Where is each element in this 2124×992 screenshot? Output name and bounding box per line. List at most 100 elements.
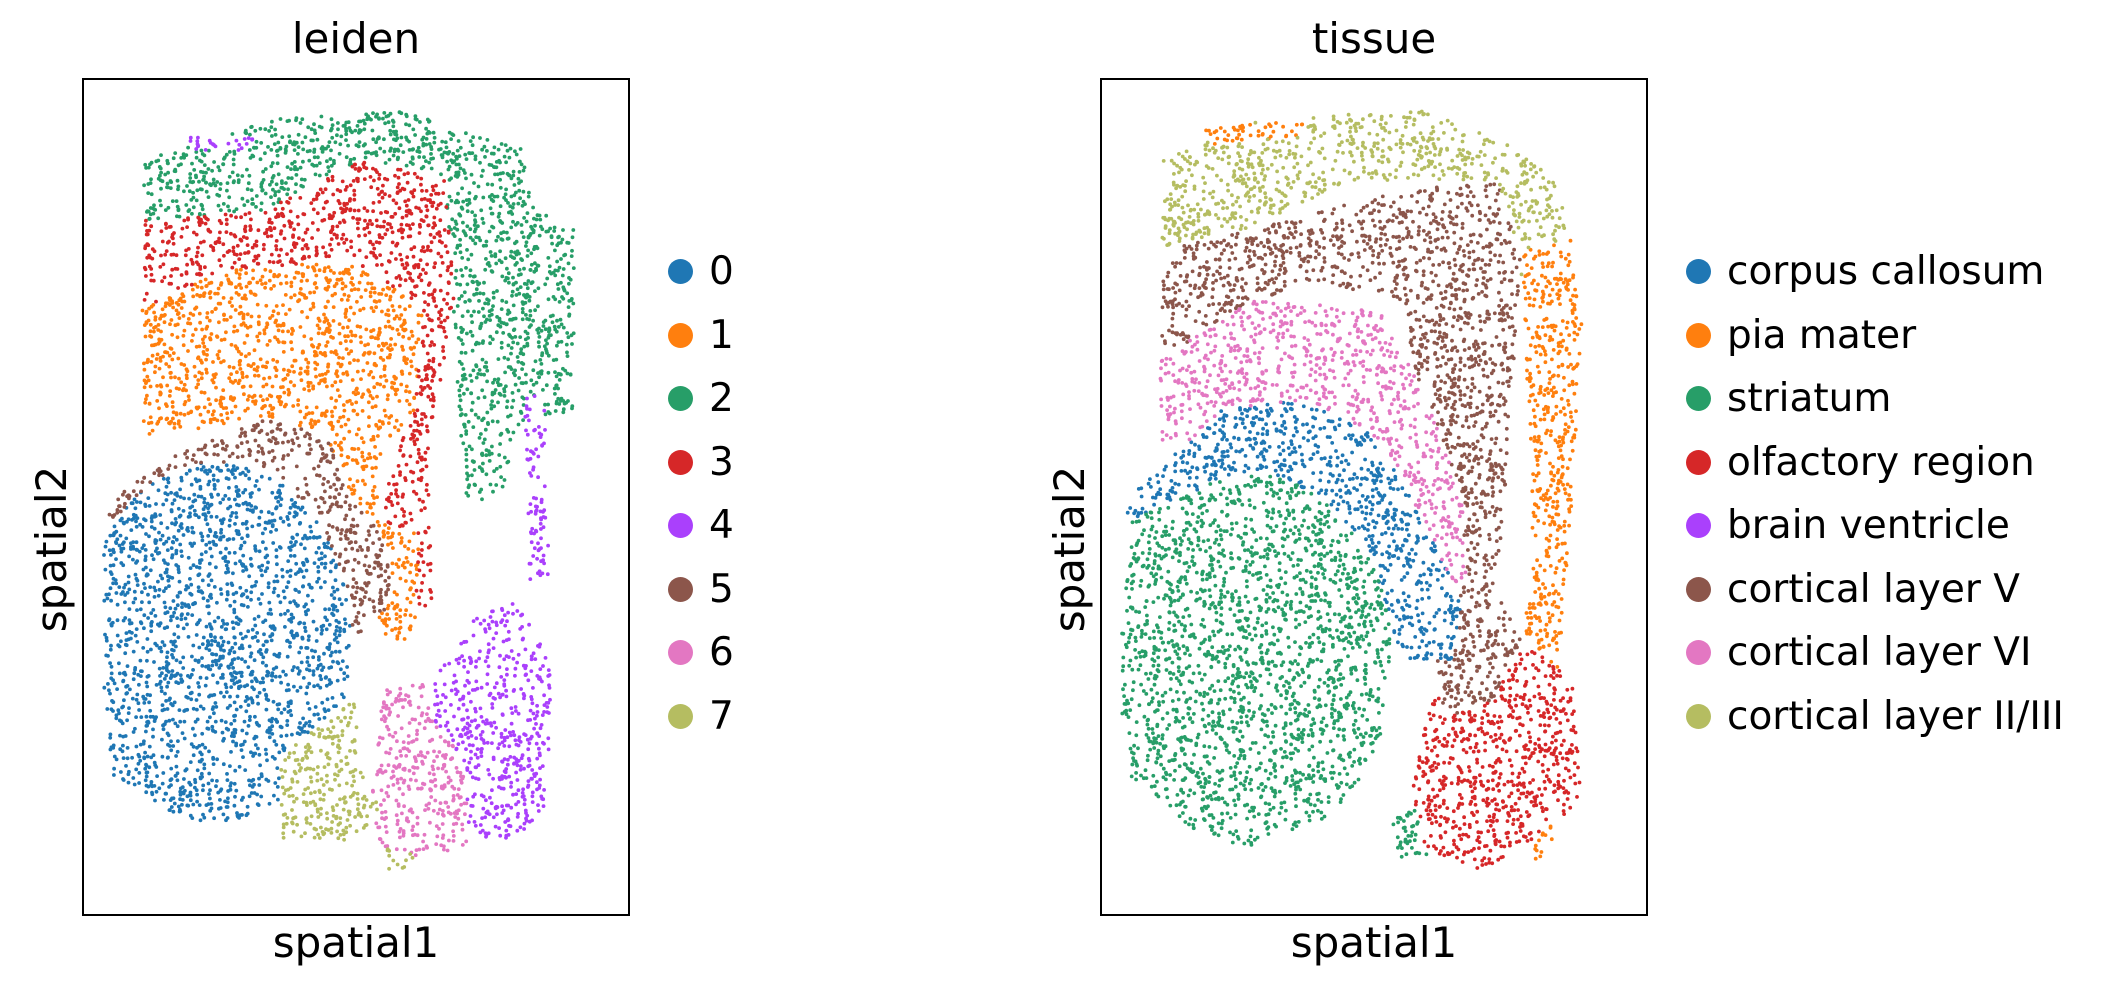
data-point	[331, 659, 335, 664]
data-point	[124, 631, 129, 635]
data-point	[323, 187, 328, 192]
data-point	[478, 136, 482, 140]
data-point	[502, 455, 507, 460]
data-point	[272, 586, 277, 591]
data-point	[255, 722, 260, 727]
data-point	[237, 686, 241, 691]
data-point	[334, 281, 339, 286]
data-point	[470, 143, 475, 148]
data-point	[326, 326, 330, 331]
data-point	[237, 292, 241, 297]
data-point	[519, 350, 523, 355]
data-point	[465, 202, 470, 207]
data-point	[334, 635, 339, 640]
data-point	[389, 492, 394, 496]
data-point	[225, 250, 230, 255]
data-point	[524, 219, 529, 224]
data-point	[233, 768, 238, 773]
data-point	[249, 791, 254, 795]
data-point	[221, 202, 226, 206]
data-point	[564, 342, 569, 347]
data-point	[191, 668, 195, 672]
data-point	[148, 568, 153, 573]
data-point	[223, 720, 228, 724]
data-point	[149, 525, 154, 529]
data-point	[283, 151, 288, 155]
data-point	[241, 490, 246, 495]
data-point	[220, 672, 225, 677]
data-point	[365, 361, 370, 365]
data-point	[234, 207, 239, 211]
data-point	[225, 706, 230, 710]
data-point	[274, 554, 279, 559]
data-point	[540, 227, 545, 232]
data-point	[532, 216, 536, 221]
data-point	[145, 720, 149, 724]
data-point	[335, 660, 340, 665]
data-point	[409, 586, 413, 590]
data-point	[401, 150, 406, 154]
data-point	[565, 240, 570, 245]
data-point	[289, 332, 294, 336]
data-point	[292, 148, 297, 152]
data-point	[404, 608, 408, 613]
data-point	[334, 628, 339, 633]
data-point	[269, 125, 274, 130]
data-point	[323, 709, 328, 714]
data-point	[489, 254, 494, 258]
data-point	[194, 232, 199, 237]
data-point	[398, 619, 403, 624]
data-point	[314, 520, 319, 524]
data-point	[258, 126, 263, 131]
data-point	[232, 599, 237, 604]
data-point	[474, 194, 478, 199]
data-point	[507, 155, 512, 160]
data-point	[311, 305, 316, 309]
data-point	[402, 560, 406, 565]
data-point	[226, 796, 230, 801]
data-point	[498, 249, 502, 254]
data-point	[212, 816, 217, 821]
data-point	[520, 203, 525, 208]
data-point	[201, 783, 206, 788]
data-point	[463, 351, 468, 355]
data-point	[378, 382, 383, 387]
data-point	[212, 482, 217, 487]
data-point	[175, 778, 180, 783]
data-point	[197, 311, 202, 316]
data-point	[248, 654, 253, 659]
data-point	[172, 498, 177, 502]
data-point	[404, 122, 408, 127]
data-point	[329, 396, 334, 401]
data-point	[189, 697, 194, 702]
data-point	[161, 771, 166, 775]
data-point	[282, 595, 287, 600]
data-point	[511, 303, 516, 308]
data-point	[400, 507, 404, 511]
data-point	[498, 185, 503, 190]
data-point	[425, 482, 429, 487]
data-point	[152, 595, 157, 599]
data-point	[200, 534, 205, 539]
data-point	[481, 291, 486, 296]
data-point	[290, 347, 294, 352]
data-point	[391, 474, 396, 479]
data-point	[263, 569, 268, 574]
data-point	[297, 521, 302, 526]
data-point	[275, 359, 280, 364]
data-point	[464, 131, 468, 136]
data-point	[193, 733, 197, 738]
data-point	[153, 549, 158, 553]
data-point	[291, 404, 296, 408]
data-point	[463, 171, 467, 175]
data-point	[311, 672, 316, 677]
data-point	[245, 533, 250, 538]
data-point	[521, 168, 526, 173]
data-point	[227, 497, 231, 501]
data-point	[168, 322, 172, 327]
data-point	[423, 450, 428, 455]
data-point	[216, 643, 220, 648]
data-point	[202, 497, 207, 501]
data-point	[456, 139, 461, 143]
data-point	[519, 257, 523, 261]
